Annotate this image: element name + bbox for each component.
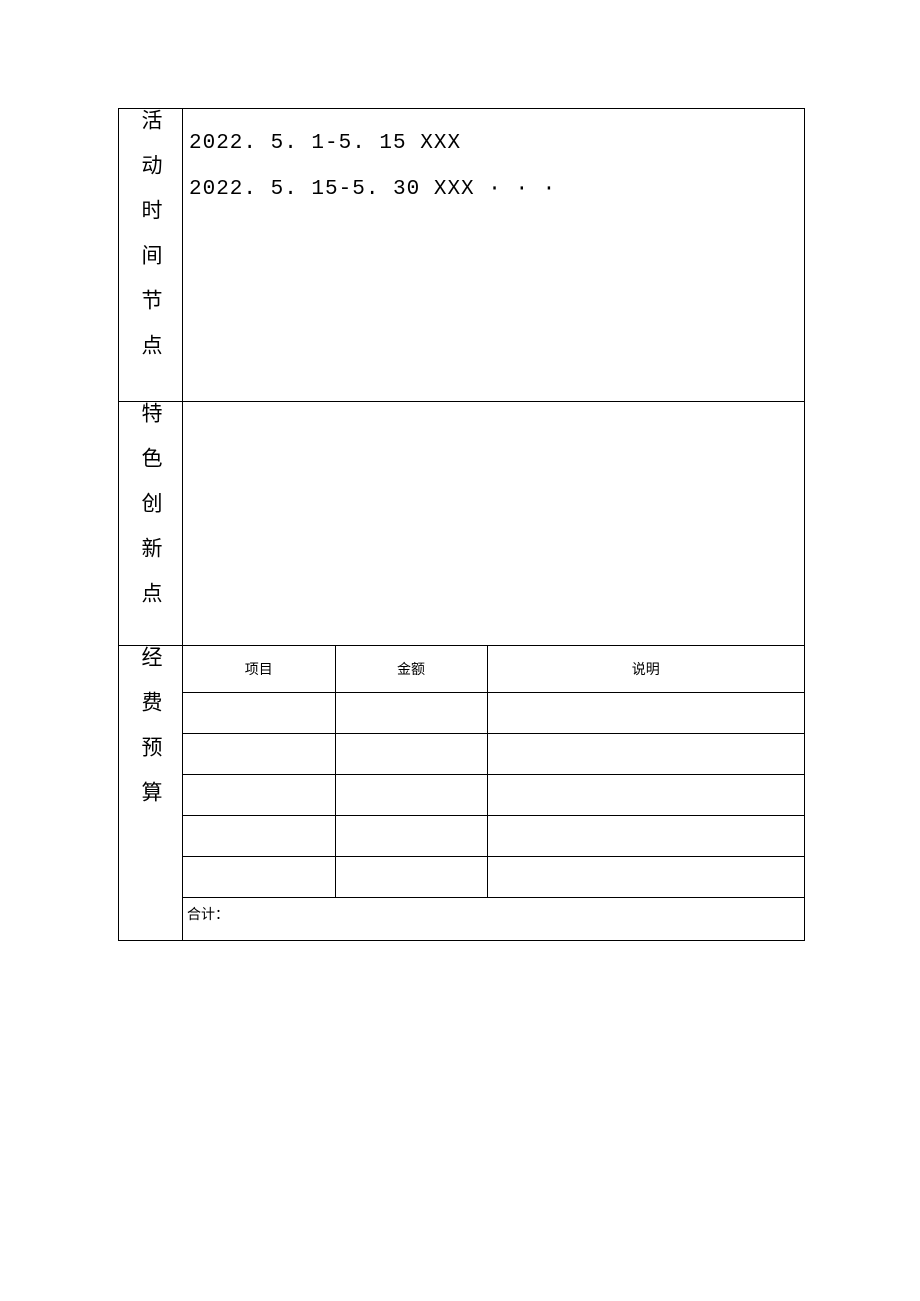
budget-data-row: [183, 692, 804, 733]
budget-label: 经费预算: [140, 646, 161, 826]
timeline-label-cell: 活动时间节点: [119, 109, 183, 402]
budget-cell: [183, 733, 335, 774]
budget-cell: [335, 774, 487, 815]
timeline-label: 活动时间节点: [140, 109, 161, 379]
budget-cell: [183, 815, 335, 856]
form-table: 活动时间节点 2022. 5. 1-5. 15 XXX 2022. 5. 15-…: [118, 108, 805, 941]
budget-cell: [335, 856, 487, 897]
budget-total-row: 合计：: [183, 897, 804, 940]
budget-data-row: [183, 774, 804, 815]
timeline-line-1: 2022. 5. 1-5. 15 XXX: [189, 121, 798, 167]
budget-data-row: [183, 856, 804, 897]
budget-cell: [487, 733, 804, 774]
budget-label-cell: 经费预算: [119, 646, 183, 941]
budget-data-row: [183, 815, 804, 856]
feature-content-cell: [183, 402, 805, 646]
budget-cell: [335, 692, 487, 733]
document-page: 活动时间节点 2022. 5. 1-5. 15 XXX 2022. 5. 15-…: [118, 108, 805, 941]
budget-header-row: 项目 金额 说明: [183, 646, 804, 692]
budget-col-item-header: 项目: [183, 646, 335, 692]
budget-cell: [487, 815, 804, 856]
feature-row: 特色创新点: [119, 402, 805, 646]
budget-cell: [335, 815, 487, 856]
timeline-row: 活动时间节点 2022. 5. 1-5. 15 XXX 2022. 5. 15-…: [119, 109, 805, 402]
budget-row: 经费预算 项目 金额 说明: [119, 646, 805, 941]
timeline-line-2: 2022. 5. 15-5. 30 XXX · · ·: [189, 167, 798, 213]
budget-cell: [487, 692, 804, 733]
budget-content-cell: 项目 金额 说明: [183, 646, 805, 941]
budget-cell: [183, 692, 335, 733]
feature-label: 特色创新点: [140, 402, 161, 627]
budget-cell: [183, 856, 335, 897]
budget-col-desc-header: 说明: [487, 646, 804, 692]
budget-cell: [335, 733, 487, 774]
budget-cell: [487, 774, 804, 815]
budget-col-amount-header: 金额: [335, 646, 487, 692]
budget-total-cell: 合计：: [183, 897, 804, 940]
budget-data-row: [183, 733, 804, 774]
budget-cell: [183, 774, 335, 815]
timeline-content-cell: 2022. 5. 1-5. 15 XXX 2022. 5. 15-5. 30 X…: [183, 109, 805, 402]
budget-cell: [487, 856, 804, 897]
budget-inner-table: 项目 金额 说明: [183, 646, 804, 940]
feature-label-cell: 特色创新点: [119, 402, 183, 646]
